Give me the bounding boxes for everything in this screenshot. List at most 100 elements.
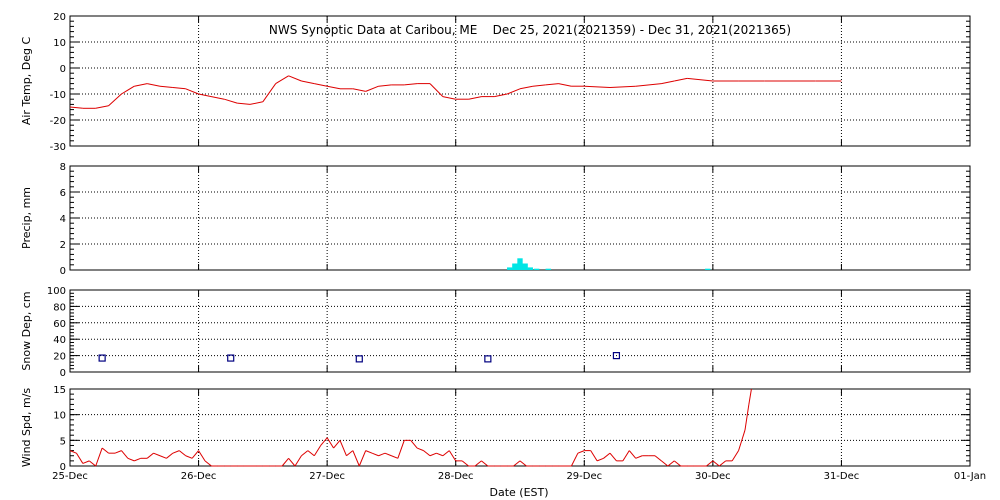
y-tick-label: 8 (60, 162, 66, 173)
series-segment (609, 452, 617, 462)
y-tick-label: 0 (60, 462, 66, 473)
series-segment (288, 75, 302, 82)
series-segment (391, 455, 399, 459)
series-segment (114, 450, 122, 454)
series-segment (101, 447, 109, 454)
series-segment (82, 460, 90, 464)
series-segment (744, 404, 750, 431)
panel-frame (69, 15, 971, 147)
x-tick-label: 26-Dec (181, 471, 217, 482)
y-axis-title: Snow Dep, cm (20, 291, 33, 370)
series-segment (178, 450, 187, 457)
y-tick-label: -30 (50, 142, 66, 153)
y-tick-label: -20 (50, 116, 66, 127)
y-axis-title: Precip, mm (20, 187, 33, 249)
series-segment (448, 450, 457, 462)
series-segment (410, 440, 418, 449)
series-segment (326, 437, 334, 449)
series-segment (494, 93, 508, 98)
series-segment (352, 88, 366, 92)
series-segment (95, 105, 109, 109)
y-axis-title: Air Temp, Deg C (20, 37, 33, 126)
series-segment (558, 83, 572, 87)
series-segment (635, 455, 643, 459)
panel-3: 0 20 40 60 80 100 Snow Dep, cm (20, 286, 971, 379)
series-segment (249, 101, 263, 105)
series-segment (712, 460, 720, 467)
series-segment (731, 450, 739, 462)
series-segment (609, 85, 636, 88)
series-segment (667, 460, 675, 467)
series-segment (365, 85, 379, 92)
series-segment (121, 450, 129, 459)
y-tick-label: 40 (53, 335, 66, 346)
series-segment (204, 460, 212, 467)
series-segment (69, 450, 77, 454)
series-segment (397, 440, 405, 459)
series-segment (654, 455, 662, 462)
series-segment (718, 460, 727, 467)
snow-point (98, 354, 106, 362)
precip-bar (705, 268, 711, 270)
precip-bar (522, 263, 528, 270)
y-tick-label: 20 (53, 352, 66, 363)
series-segment (166, 452, 174, 459)
series-segment (513, 460, 521, 467)
series-segment (436, 452, 444, 457)
precip-bar (527, 267, 533, 270)
x-tick-label: 27-Dec (309, 471, 345, 482)
series-segment (172, 450, 180, 454)
series-segment (185, 88, 199, 95)
series-segment (628, 450, 637, 459)
series-segment (570, 452, 579, 467)
series-segment (442, 96, 456, 100)
series-segment (320, 437, 328, 446)
x-tick-label: 28-Dec (438, 471, 474, 482)
series-segment (301, 450, 309, 457)
series-segment (88, 460, 97, 467)
series-segment (674, 77, 688, 82)
series-segment (333, 440, 341, 449)
series-segment (313, 445, 322, 456)
x-tick-label: 01-Jan (954, 471, 986, 482)
series-segment (687, 77, 713, 82)
series-segment (159, 455, 167, 459)
panel-4: 0 5 10 15 Wind Spd, m/s (20, 385, 971, 473)
y-tick-label: 2 (60, 240, 66, 251)
series-segment (211, 96, 225, 100)
series-segment (378, 452, 386, 457)
y-tick-label: 4 (60, 214, 66, 225)
series-segment (622, 450, 630, 462)
y-tick-label: 60 (53, 319, 66, 330)
precip-bar (545, 268, 551, 270)
series-segment (301, 80, 315, 85)
series-segment (371, 452, 379, 457)
series-segment (307, 450, 315, 457)
snow-point (227, 354, 235, 362)
series-segment (519, 85, 533, 90)
y-tick-label: 10 (53, 38, 66, 49)
panel-1: -30 -20 -10 0 10 20 Air Temp, Deg C (20, 12, 971, 153)
series-segment (314, 83, 328, 87)
series-segment (275, 75, 289, 85)
series-segment (339, 440, 347, 456)
y-tick-label: -10 (50, 90, 66, 101)
series-segment (352, 450, 360, 467)
series-segment (584, 85, 611, 88)
series-segment (288, 457, 296, 467)
series-segment (545, 83, 559, 86)
series-segment (146, 452, 154, 459)
series-segment (442, 450, 450, 457)
series-segment (661, 80, 675, 85)
precip-bar (507, 267, 513, 270)
x-tick-label: 31-Dec (824, 471, 860, 482)
series-segment (404, 83, 418, 86)
chart-title: NWS Synoptic Data at Caribou, ME Dec 25,… (269, 23, 791, 37)
series-segment (673, 460, 682, 467)
series-segment (577, 450, 585, 454)
series-segment (481, 460, 489, 467)
series-segment (461, 460, 469, 467)
series-segment (237, 102, 251, 105)
series-segment (147, 83, 161, 87)
series-segment (506, 88, 521, 95)
